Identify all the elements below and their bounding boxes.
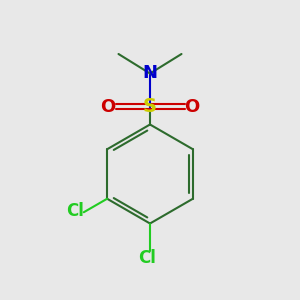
Text: Cl: Cl — [138, 249, 156, 267]
Text: N: N — [142, 64, 158, 82]
Text: Cl: Cl — [66, 202, 84, 220]
Text: S: S — [143, 97, 157, 116]
Text: O: O — [100, 98, 116, 116]
Text: O: O — [184, 98, 200, 116]
